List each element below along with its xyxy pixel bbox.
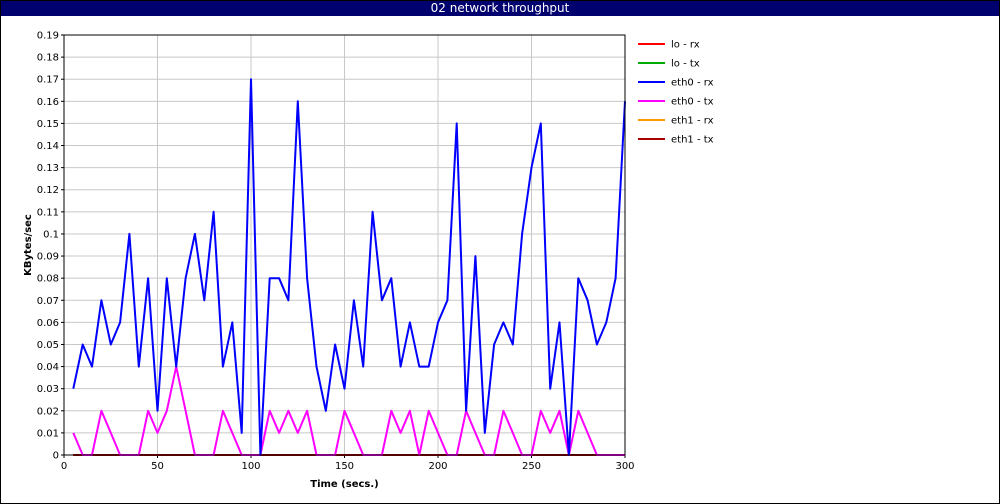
y-tick-label: 0.13 (37, 163, 59, 174)
legend-label: eth0 - rx (671, 78, 714, 89)
axis-ticks: 0 0.01 0.02 0.03 0.04 0.05 0.06 0.07 0.08 0.09 0.1… (37, 31, 635, 473)
y-tick-label: 0.06 (37, 318, 59, 329)
grid (63, 34, 626, 456)
y-tick-label: 0.17 (37, 75, 59, 86)
y-tick-label: 0.12 (37, 185, 59, 196)
x-tick-label: 100 (241, 461, 260, 472)
x-tick-label: 150 (335, 461, 354, 472)
y-tick-label: 0.04 (37, 362, 59, 373)
y-tick-label: 0.03 (37, 384, 59, 395)
y-tick-label: 0 (53, 451, 59, 462)
x-tick-label: 300 (615, 461, 634, 472)
y-tick-label: 0.11 (37, 207, 59, 218)
series-line-eth0-tx (72, 365, 625, 456)
x-tick-label: 200 (428, 461, 447, 472)
y-tick-label: 0.05 (37, 340, 59, 351)
x-axis-label: Time (secs.) (310, 479, 379, 490)
legend-label: lo - tx (671, 59, 700, 70)
legend-label: lo - rx (671, 40, 700, 51)
x-tick-label: 250 (522, 461, 541, 472)
y-tick-label: 0.19 (37, 31, 59, 42)
plot-border (63, 34, 626, 456)
legend-label: eth1 - tx (671, 135, 714, 146)
x-tick-label: 0 (61, 461, 67, 472)
y-axis-label: KBytes/sec (23, 214, 34, 276)
y-tick-label: 0.15 (37, 119, 59, 130)
series-line-eth0-rx (72, 78, 626, 456)
y-tick-label: 0.16 (37, 97, 59, 108)
x-tick-label: 50 (151, 461, 164, 472)
y-tick-label: 0.02 (37, 406, 59, 417)
y-tick-label: 0.07 (37, 296, 59, 307)
axes: Time (secs.) KBytes/sec (23, 34, 626, 490)
series-lines (72, 78, 626, 456)
legend-label: eth0 - tx (671, 97, 714, 108)
y-tick-label: 0.08 (37, 274, 59, 285)
legend-label: eth1 - rx (671, 116, 714, 127)
chart-title: 02 network throughput (1, 1, 999, 16)
y-tick-label: 0.14 (37, 141, 59, 152)
y-tick-label: 0.1 (43, 229, 59, 240)
y-tick-label: 0.09 (37, 252, 59, 263)
y-tick-label: 0.18 (37, 53, 59, 64)
legend: lo - rx lo - tx eth0 - rx eth0 - tx eth1 - r… (638, 40, 714, 146)
y-tick-label: 0.01 (37, 428, 59, 439)
